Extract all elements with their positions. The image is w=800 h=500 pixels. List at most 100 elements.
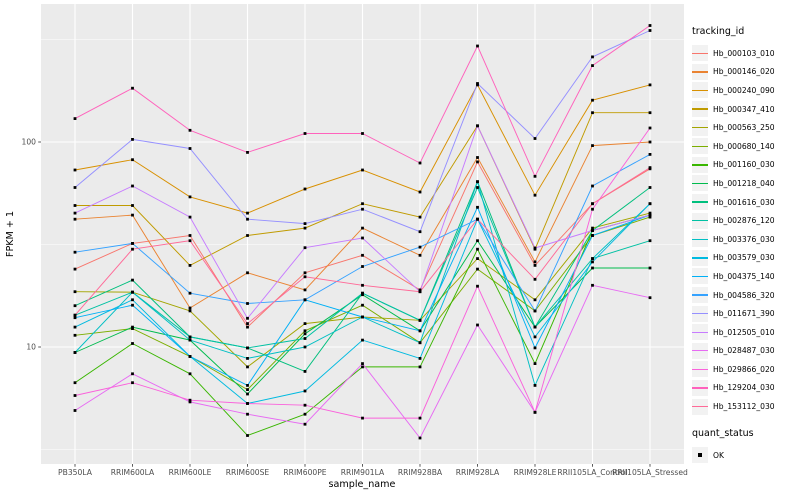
- legend-item-Hb_000563_250: Hb_000563_250: [692, 118, 798, 137]
- x-tick-label: RRIM600PE: [283, 468, 326, 477]
- data-point: [303, 322, 307, 325]
- data-point: [648, 111, 652, 115]
- legend-item-Hb_001616_030: Hb_001616_030: [692, 193, 798, 212]
- legend-key-box: [692, 342, 708, 359]
- data-point: [188, 372, 192, 376]
- legend-line-swatch-icon: [692, 126, 708, 129]
- legend-key-box: [692, 305, 708, 322]
- legend-line-swatch-icon: [692, 294, 708, 296]
- data-point: [648, 296, 652, 300]
- data-point: [418, 290, 422, 294]
- data-point: [418, 318, 422, 322]
- data-point: [476, 44, 479, 48]
- data-point: [73, 204, 77, 207]
- legend-item-label: Hb_000146_020: [713, 67, 775, 77]
- data-point: [131, 213, 134, 217]
- legend-key-box: [692, 379, 708, 396]
- data-point: [303, 246, 307, 250]
- data-point: [361, 207, 364, 211]
- data-point: [418, 253, 422, 257]
- data-point: [591, 202, 594, 206]
- x-tick-label: RRIM928BA: [398, 468, 443, 477]
- legend-item-Hb_002876_120: Hb_002876_120: [692, 211, 798, 230]
- legend-title: tracking_id: [692, 26, 745, 37]
- data-point: [131, 278, 134, 282]
- data-point: [246, 211, 249, 215]
- data-point: [131, 158, 134, 162]
- data-point: [591, 55, 594, 59]
- legend-item-Hb_028487_030: Hb_028487_030: [692, 342, 798, 361]
- data-point: [476, 217, 479, 221]
- legend-line-swatch-icon: [692, 368, 708, 371]
- legend-item-label: Hb_129204_030: [713, 383, 775, 393]
- data-point: [533, 325, 537, 329]
- data-point: [533, 174, 537, 178]
- x-tick-label: RRIM600LA: [111, 468, 155, 477]
- data-point: [73, 217, 77, 221]
- data-point: [246, 384, 249, 387]
- data-point: [418, 329, 422, 333]
- data-point: [648, 239, 652, 243]
- legend-key-box: [692, 119, 708, 136]
- legend-key-box: [692, 231, 708, 248]
- data-point: [533, 335, 537, 339]
- legend-item-Hb_001160_030: Hb_001160_030: [692, 156, 798, 175]
- data-point: [418, 365, 422, 369]
- data-point: [246, 434, 249, 437]
- data-point: [188, 147, 192, 150]
- data-point: [303, 337, 307, 340]
- data-point: [591, 266, 594, 270]
- legend-key-box: [692, 287, 708, 304]
- x-tick-label: RRII105LA_Control: [557, 468, 627, 477]
- data-point: [418, 215, 422, 219]
- data-point: [246, 392, 249, 396]
- data-point: [73, 394, 77, 397]
- data-point: [476, 257, 479, 260]
- legend-item-label: Hb_011671_390: [713, 309, 775, 319]
- data-point: [591, 257, 594, 260]
- data-point: [131, 86, 134, 90]
- data-point: [246, 217, 249, 221]
- data-point: [476, 186, 479, 189]
- data-point: [303, 422, 307, 426]
- data-point: [303, 412, 307, 416]
- data-point: [476, 156, 479, 159]
- data-point: [476, 247, 479, 251]
- legend-line-swatch-icon: [692, 145, 708, 147]
- data-point: [188, 264, 192, 267]
- data-point: [418, 288, 422, 292]
- legend-line-swatch-icon: [692, 164, 708, 166]
- data-point: [188, 398, 192, 402]
- x-axis-title: sample_name: [329, 479, 396, 490]
- data-point: [476, 180, 479, 184]
- data-point: [591, 229, 594, 232]
- legend-line-swatch-icon: [692, 89, 708, 92]
- data-point: [303, 288, 307, 292]
- data-point: [591, 64, 594, 67]
- legend-item-label: Hb_001616_030: [713, 197, 775, 207]
- legend-key-box: [692, 138, 708, 155]
- data-point: [73, 168, 77, 172]
- data-point: [361, 132, 364, 135]
- data-point: [188, 400, 192, 404]
- data-point: [361, 202, 364, 206]
- data-point: [303, 403, 307, 407]
- data-point: [591, 234, 594, 237]
- data-point: [533, 193, 537, 197]
- data-point: [648, 202, 652, 206]
- data-point: [361, 265, 364, 268]
- data-point: [533, 246, 537, 250]
- data-point: [591, 283, 594, 287]
- data-point: [246, 365, 249, 369]
- data-point: [533, 260, 537, 264]
- data-point: [246, 412, 249, 416]
- data-point: [533, 309, 537, 313]
- legend-item-label: Hb_002876_120: [713, 216, 775, 226]
- legend-item-Hb_000240_090: Hb_000240_090: [692, 81, 798, 100]
- legend-item-Hb_153112_030: Hb_153112_030: [692, 397, 798, 416]
- legend-line-swatch-icon: [692, 108, 708, 110]
- data-point: [418, 245, 422, 249]
- data-point: [303, 271, 307, 275]
